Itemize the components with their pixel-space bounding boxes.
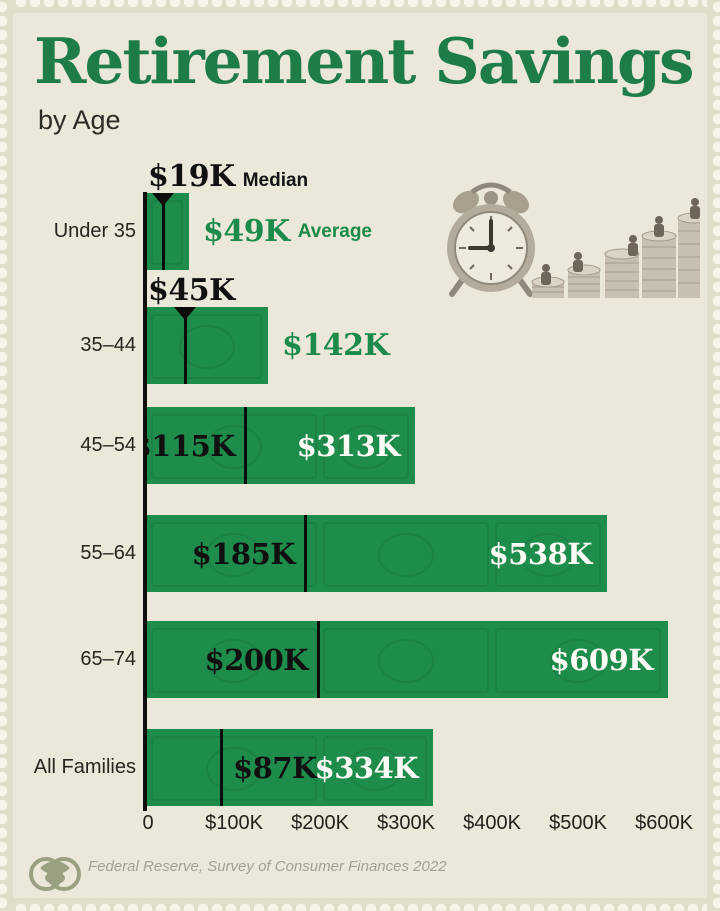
decorative-border-top [0,0,720,13]
dollar-bill-oval [378,638,434,683]
average-value-label: $142K [282,328,390,363]
dollar-bill-watermark [495,628,661,693]
median-marker-triangle [174,307,196,320]
category-label: All Families [33,756,136,778]
x-axis-tick-label: $300K [377,812,435,834]
dollar-bill-oval [550,638,606,683]
median-value-label: $200K [204,642,309,677]
dollar-bill-watermark [151,736,317,801]
dollar-bill-oval [206,424,262,469]
median-marker-line [304,515,307,592]
median-value-label: $45K [148,273,235,308]
median-marker-line [162,193,165,270]
median-value-label: $115K [147,428,236,463]
x-axis-tick-label: $200K [291,812,349,834]
average-value-label: $334K [314,750,419,785]
category-label: 45–54 [80,434,136,456]
median-word: Median [242,170,309,191]
decorative-border-left [0,0,13,911]
median-marker-line [184,307,187,384]
category-label: 55–64 [80,542,136,564]
category-label: Under 35 [53,220,136,242]
median-callout: $45K [148,273,235,308]
publisher-logo-icon [26,846,84,905]
average-bar [147,307,268,384]
median-value-label: $19K [148,159,235,194]
dollar-bill-oval [178,324,235,369]
decorative-border-right [707,0,720,911]
average-value-label: $313K [296,428,401,463]
alarm-clock-and-coins-illustration [428,176,713,309]
dollar-bill-watermark [323,736,427,801]
y-axis-line [143,192,147,811]
decorative-border-bottom [0,898,720,911]
average-word: Average [297,220,372,242]
average-bar: $87K $334K [147,729,433,806]
median-marker-line [244,407,247,484]
average-bar: $200K $609K [147,621,668,698]
average-value-label: $609K [549,642,654,677]
dollar-bill-oval [338,424,394,469]
dollar-bill-watermark [151,522,317,587]
median-callout: $19K Median [148,159,308,194]
median-marker-line [317,621,320,698]
clock-coins-icon [447,182,713,298]
page-subtitle: by Age [38,105,121,135]
dollar-bill-watermark [495,522,601,587]
median-value-label: $87K [233,750,317,785]
page-title: Retirement Savings [34,24,695,98]
x-axis-tick-label: 0 [142,812,154,834]
source-citation: Federal Reserve, Survey of Consumer Fina… [88,858,447,875]
x-axis-tick-label: $500K [549,812,607,834]
dollar-bill-oval [206,638,262,683]
dollar-bill-watermark [323,522,489,587]
dollar-bill-watermark [151,414,317,479]
dollar-bill-oval [347,746,403,791]
dollar-bill-watermark [151,628,317,693]
category-label: 65–74 [80,648,136,670]
median-marker-line [220,729,223,806]
dollar-bill-watermark [323,628,489,693]
x-axis-tick-label: $100K [205,812,263,834]
average-value-label: $538K [488,536,593,571]
average-bar: $115K $313K [147,407,415,484]
median-marker-triangle [152,193,174,206]
dollar-bill-watermark [323,414,409,479]
average-callout: $142K [282,307,390,384]
dollar-bill-watermark [151,200,183,265]
average-value-label: $49K [203,214,290,249]
dollar-bill-oval [206,746,262,791]
x-axis-tick-label: $400K [463,812,521,834]
dollar-bill-oval [520,532,576,577]
dollar-bill-oval [378,532,434,577]
median-value-label: $185K [191,536,296,571]
average-bar: $185K $538K [147,515,607,592]
dollar-bill-watermark [151,314,262,379]
x-axis-tick-label: $600K [635,812,693,834]
average-callout: $49K Average [203,193,372,270]
dollar-bill-oval [206,532,262,577]
category-label: 35–44 [80,334,136,356]
